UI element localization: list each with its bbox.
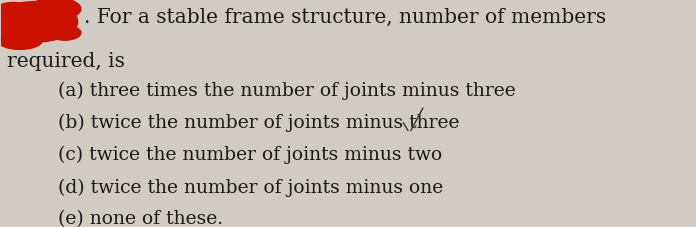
Ellipse shape [0,32,42,50]
Ellipse shape [49,26,81,41]
Text: (e) none of these.: (e) none of these. [58,210,223,227]
Text: (d) twice the number of joints minus one: (d) twice the number of joints minus one [58,178,444,196]
Text: (b) twice the number of joints minus three: (b) twice the number of joints minus thr… [58,113,460,131]
Ellipse shape [0,3,36,27]
Text: required, is: required, is [7,52,125,71]
Text: (c) twice the number of joints minus two: (c) twice the number of joints minus two [58,146,443,164]
Ellipse shape [0,2,78,43]
Text: . For a stable frame structure, number of members: . For a stable frame structure, number o… [84,8,606,27]
Text: (a) three times the number of joints minus three: (a) three times the number of joints min… [58,81,516,99]
Ellipse shape [29,0,81,21]
